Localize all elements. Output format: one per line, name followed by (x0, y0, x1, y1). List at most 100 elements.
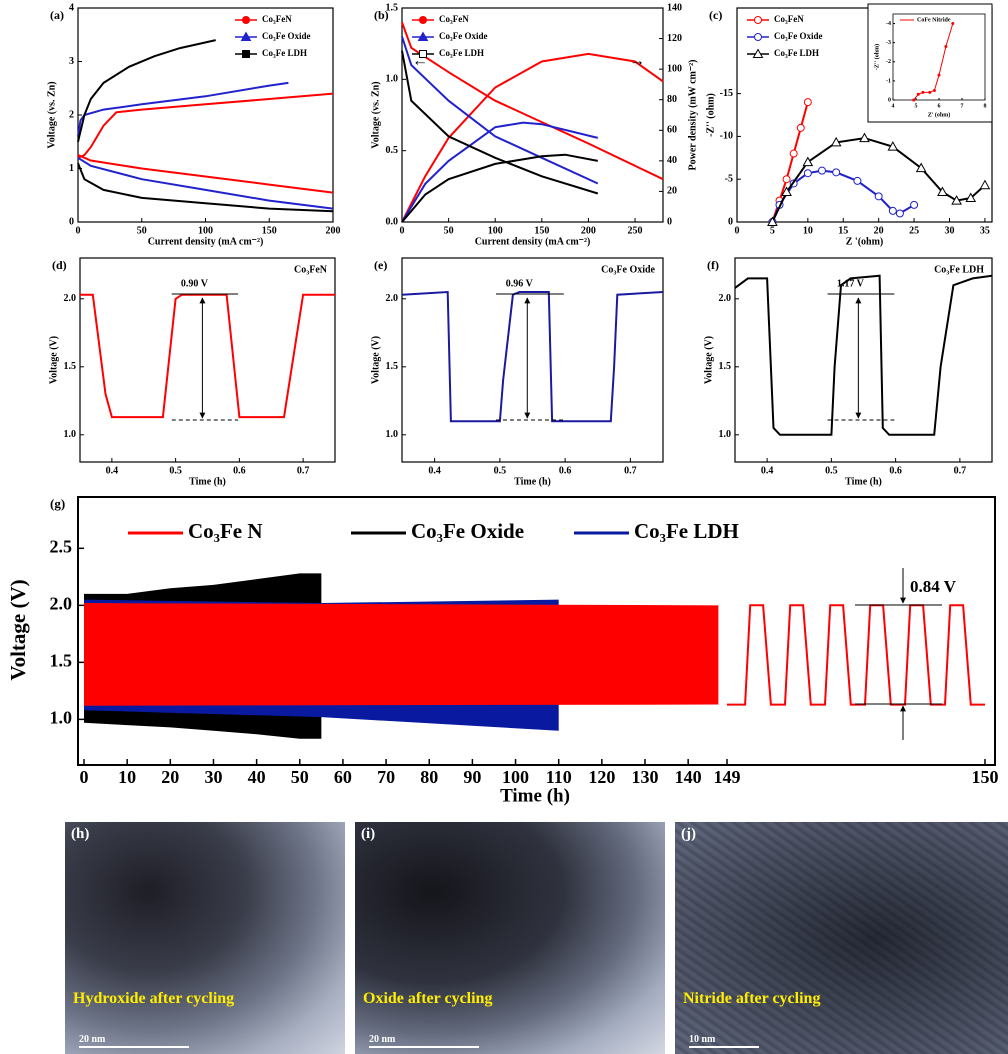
cycling-band (84, 603, 719, 706)
x-tick-label: 90 (463, 767, 481, 787)
inset-point (928, 90, 932, 94)
legend-label: Co₃Fe N (188, 519, 263, 543)
curve (771, 137, 986, 223)
panel-note: Co₃Fe Oxide (601, 264, 655, 275)
tem-image: (h) Hydroxide after cycling 20 nm (65, 822, 345, 1054)
x-tick-label: 0.6 (889, 465, 902, 476)
curve (401, 50, 599, 195)
x-tick-label: 150 (972, 767, 999, 787)
scale-bar: 20 nm (79, 1034, 189, 1048)
x-tick-label: 25 (909, 225, 919, 236)
data-point (803, 169, 812, 178)
data-point (888, 206, 897, 215)
x-tick-label: 0.4 (428, 465, 441, 476)
inset-y-tick-label: -3 (886, 40, 891, 46)
x-tick-label: 35 (980, 225, 990, 236)
legend-label: Co₃Fe LDH (634, 519, 739, 543)
x-axis-label: Time (h) (500, 785, 570, 806)
zoom-curve (727, 604, 985, 706)
legend-label: Co₃Fe Oxide (262, 31, 310, 41)
legend-marker (754, 33, 762, 41)
inset-y-tick-label: -1 (886, 78, 891, 84)
x-tick-label: 0 (400, 225, 405, 236)
x-tick-label: 250 (628, 225, 643, 236)
inset-y-tick-label: -2 (886, 59, 891, 65)
x-tick-label: 10 (118, 767, 136, 787)
data-point (887, 141, 899, 151)
curve (77, 92, 334, 159)
curve (401, 52, 664, 223)
x-axis-label: Time (h) (189, 476, 226, 487)
annotation: 0.90 V (181, 278, 209, 289)
x-axis-label: Time (h) (845, 476, 882, 487)
panel-label: (c) (709, 8, 722, 22)
y2-tick-label: 0 (667, 216, 672, 227)
x-tick-label: 0.7 (954, 465, 967, 476)
image-caption: Nitride after cycling (683, 990, 821, 1007)
data-point (859, 132, 870, 143)
inset-point (916, 92, 920, 96)
y2-tick-label: 140 (667, 2, 682, 13)
inset-y-tick-label: 0 (888, 97, 891, 103)
x-tick-label: 0 (735, 225, 740, 236)
data-point (910, 200, 919, 209)
image-caption: Oxide after cycling (363, 990, 493, 1007)
x-axis-label: Current density (mA cm⁻²) (148, 236, 264, 247)
y-tick-label: 2.5 (50, 536, 73, 556)
y-axis-label: Voltage (vs. Zn) (370, 81, 381, 148)
y-tick-label: 0.5 (386, 145, 399, 156)
y-tick-label: 2.0 (50, 593, 73, 613)
inset-point (944, 44, 948, 48)
x-tick-label: 200 (581, 225, 596, 236)
y-tick-label: 2.0 (64, 293, 77, 304)
legend-label: Co₃Fe LDH (262, 48, 307, 58)
y-tick-label: 1.0 (50, 708, 73, 728)
legend-marker (419, 16, 427, 24)
curve (401, 21, 664, 181)
x-tick-label: 100 (198, 225, 213, 236)
legend-label: Co₃FeN (262, 14, 292, 24)
curve (734, 274, 993, 436)
legend-marker (240, 31, 252, 41)
image-label: (i) (361, 826, 376, 842)
y-tick-label: 0 (69, 216, 74, 227)
data-point (818, 166, 826, 175)
y-tick-label: 4 (69, 2, 74, 13)
x-tick-label: 0.4 (761, 465, 774, 476)
y2-tick-label: 60 (667, 125, 677, 136)
data-point (789, 149, 798, 158)
data-point (853, 176, 862, 185)
tem-image: (j) Nitride after cycling 10 nm (675, 822, 1008, 1054)
data-point (781, 186, 792, 197)
inset-point (937, 73, 941, 77)
y-tick-label: 1.0 (386, 74, 399, 85)
y-tick-label: 0.0 (386, 216, 399, 227)
direction-arrow: ← (412, 53, 428, 70)
y-tick-label: 1.5 (386, 2, 399, 13)
x-tick-label: 149 (714, 767, 741, 787)
plot-frame (401, 257, 664, 463)
curve (77, 81, 289, 137)
x-tick-label: 40 (248, 767, 266, 787)
x-tick-label: 0.6 (559, 465, 572, 476)
x-tick-label: 70 (377, 767, 395, 787)
x-tick-label: 150 (262, 225, 277, 236)
legend-label: Co₃Fe Oxide (774, 31, 822, 41)
inset-point (951, 22, 955, 26)
y-tick-label: 1.0 (386, 429, 399, 440)
y2-tick-label: 100 (667, 63, 682, 74)
x-tick-label: 50 (444, 225, 454, 236)
y-tick-label: 2.0 (719, 293, 732, 304)
plot-frame (77, 496, 996, 766)
legend-label: Co₃Fe Oxide (439, 31, 487, 41)
y2-tick-label: 120 (667, 33, 682, 44)
x-tick-label: 0.7 (297, 465, 310, 476)
y-tick-label: 0 (728, 216, 733, 227)
y-tick-label: -5 (725, 173, 733, 184)
curve (77, 162, 334, 213)
data-point (796, 123, 805, 132)
x-tick-label: 80 (420, 767, 438, 787)
y-tick-label: -10 (720, 131, 733, 142)
curve (401, 153, 598, 223)
inset-y-label: -Z'' (ohm) (873, 44, 880, 70)
